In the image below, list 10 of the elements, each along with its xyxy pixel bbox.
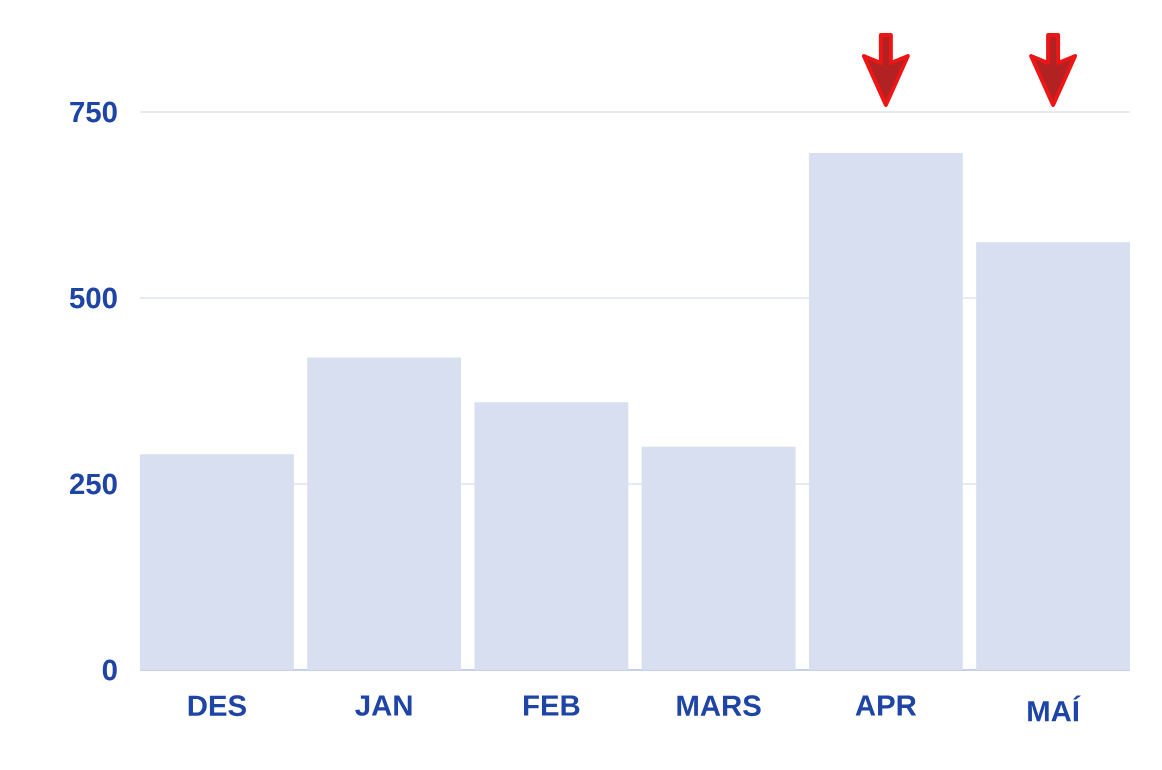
x-tick-label: FEB: [524, 695, 580, 716]
x-tick-label: DES: [188, 695, 246, 717]
y-tick-label: 0: [102, 659, 117, 681]
x-tick-label: MARS: [677, 695, 761, 717]
x-tick-label: JAN: [355, 695, 412, 716]
y-tick-label: 250: [70, 473, 117, 495]
x-tick-label: MAÍ: [1028, 695, 1081, 722]
y-tick-label: 750: [70, 101, 117, 123]
x-tick-label: APR: [855, 695, 917, 716]
y-tick-label: 500: [69, 287, 117, 309]
